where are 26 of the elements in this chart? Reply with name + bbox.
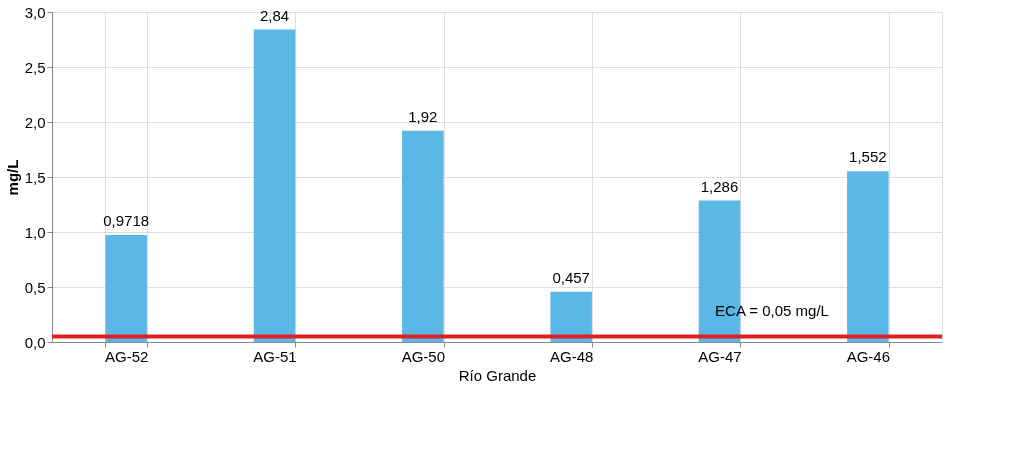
bar xyxy=(402,130,444,342)
data-label: 0,9718 xyxy=(103,212,150,230)
y-tick-label: 1,5 xyxy=(24,168,46,186)
y-axis-title: mg/L xyxy=(3,159,21,196)
x-tick-label: AG-47 xyxy=(698,347,742,365)
y-tick-label: 0,0 xyxy=(24,333,46,351)
y-tick-label: 0,5 xyxy=(24,278,46,296)
bar xyxy=(105,235,147,342)
y-tick-label: 2,5 xyxy=(24,58,46,76)
y-tick-label: 2,0 xyxy=(24,113,46,131)
data-label: 1,286 xyxy=(700,177,739,195)
x-tick-label: AG-52 xyxy=(104,347,149,365)
x-tick-label: AG-51 xyxy=(253,347,297,365)
bar xyxy=(847,171,889,342)
x-tick-label: AG-48 xyxy=(549,347,594,365)
data-label: 0,457 xyxy=(552,268,590,286)
bar xyxy=(253,29,296,342)
data-label: 2,84 xyxy=(259,6,290,24)
data-label: 1,92 xyxy=(408,107,438,125)
x-axis-title: Río Grande xyxy=(458,366,537,384)
data-label: 1,552 xyxy=(849,148,887,166)
bar xyxy=(550,291,592,342)
x-tick-label: AG-46 xyxy=(846,347,891,365)
x-tick-label: AG-50 xyxy=(401,347,446,365)
y-tick-label: 3,0 xyxy=(24,3,46,21)
y-tick-label: 1,0 xyxy=(24,223,46,241)
